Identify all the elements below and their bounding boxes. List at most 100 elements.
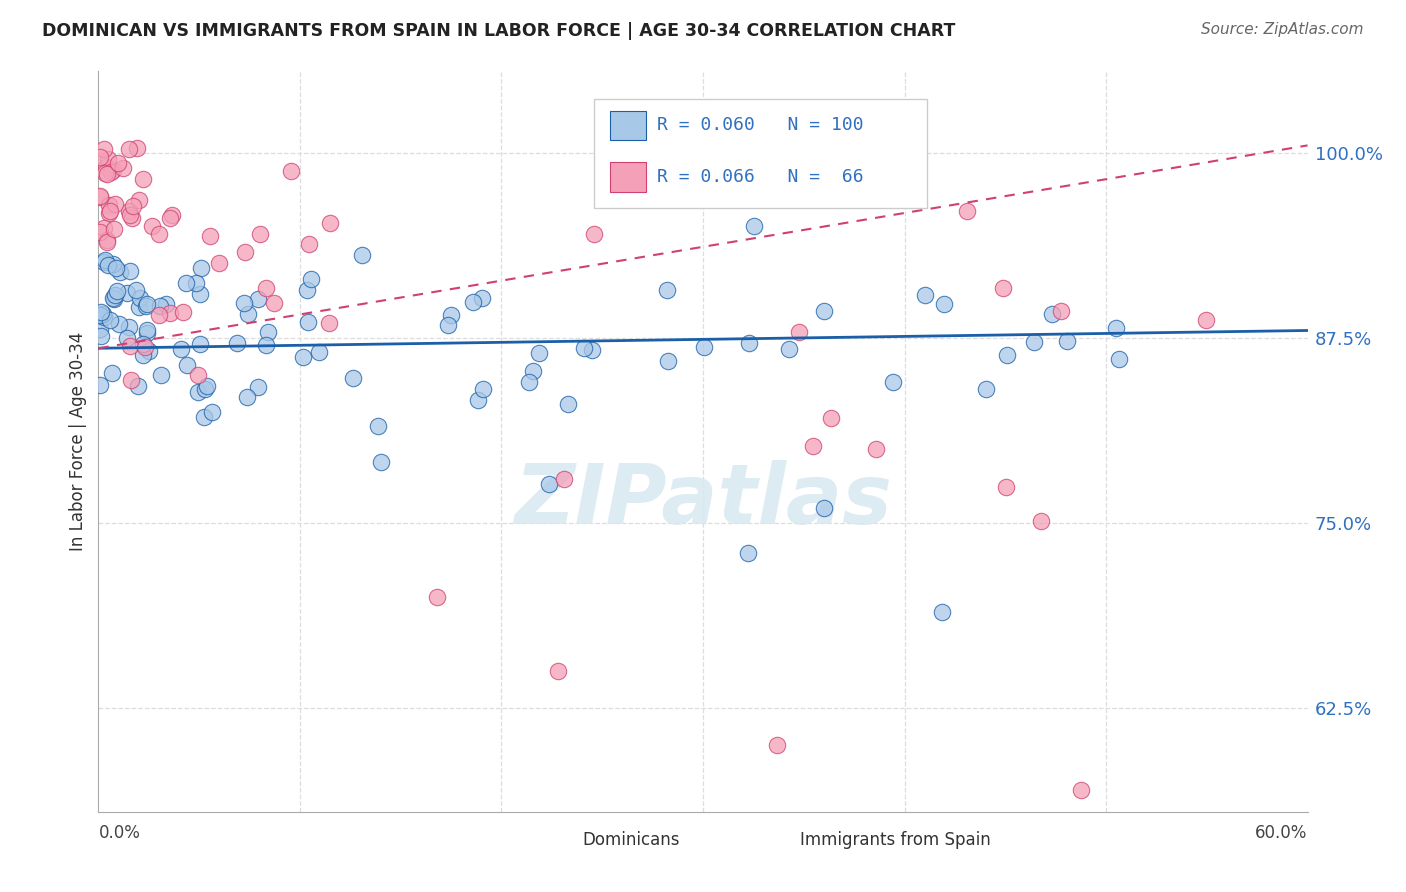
Point	[370, 455, 392, 469]
Point	[159, 305, 181, 319]
Point	[98, 204, 121, 219]
Point	[193, 410, 215, 425]
Point	[101, 257, 124, 271]
Point	[160, 208, 183, 222]
Point	[107, 156, 129, 170]
Point	[194, 383, 217, 397]
Point	[108, 317, 131, 331]
Point	[693, 340, 716, 354]
Point	[138, 344, 160, 359]
Point	[184, 276, 207, 290]
Point	[298, 237, 321, 252]
Point	[932, 297, 955, 311]
Point	[125, 283, 148, 297]
Point	[118, 143, 141, 157]
Point	[657, 353, 679, 368]
Point	[118, 339, 141, 353]
Point	[118, 203, 141, 218]
Point	[865, 442, 887, 456]
Point	[170, 342, 193, 356]
Point	[744, 219, 766, 233]
Point	[89, 322, 111, 336]
Point	[100, 165, 122, 179]
Point	[1105, 321, 1128, 335]
Point	[208, 256, 231, 270]
Point	[132, 172, 155, 186]
Point	[141, 219, 163, 233]
Point	[104, 288, 127, 302]
Point	[101, 163, 124, 178]
Point	[931, 605, 953, 619]
Point	[93, 142, 115, 156]
Point	[318, 316, 340, 330]
Point	[188, 337, 211, 351]
Point	[225, 336, 247, 351]
Point	[522, 364, 544, 378]
Point	[108, 265, 131, 279]
Text: Source: ZipAtlas.com: Source: ZipAtlas.com	[1201, 22, 1364, 37]
Point	[127, 379, 149, 393]
Point	[93, 221, 115, 235]
Point	[319, 216, 342, 230]
Point	[118, 319, 141, 334]
Point	[121, 211, 143, 225]
Point	[995, 480, 1018, 494]
Point	[90, 304, 112, 318]
Point	[738, 336, 761, 351]
Text: DOMINICAN VS IMMIGRANTS FROM SPAIN IN LABOR FORCE | AGE 30-34 CORRELATION CHART: DOMINICAN VS IMMIGRANTS FROM SPAIN IN LA…	[42, 22, 956, 40]
Point	[583, 227, 606, 241]
Point	[553, 471, 575, 485]
Point	[148, 227, 170, 242]
Point	[89, 150, 111, 164]
Point	[173, 305, 195, 319]
Point	[254, 338, 277, 352]
Point	[136, 326, 159, 341]
FancyBboxPatch shape	[534, 829, 572, 853]
Point	[150, 368, 173, 383]
Point	[89, 190, 111, 204]
Point	[195, 379, 218, 393]
Point	[97, 258, 120, 272]
Point	[538, 476, 561, 491]
Point	[89, 189, 111, 203]
FancyBboxPatch shape	[610, 162, 647, 192]
FancyBboxPatch shape	[595, 99, 927, 209]
Point	[93, 310, 115, 325]
Point	[94, 166, 117, 180]
Point	[787, 325, 810, 339]
FancyBboxPatch shape	[751, 829, 790, 853]
Point	[882, 375, 904, 389]
Point	[103, 221, 125, 235]
Text: 0.0%: 0.0%	[98, 823, 141, 841]
Point	[308, 344, 330, 359]
Point	[342, 370, 364, 384]
Point	[766, 738, 789, 752]
Point	[105, 261, 128, 276]
Point	[91, 308, 114, 322]
Point	[1070, 782, 1092, 797]
Point	[149, 299, 172, 313]
Point	[471, 291, 494, 305]
Point	[254, 281, 277, 295]
Point	[547, 664, 569, 678]
Point	[174, 276, 197, 290]
Point	[574, 341, 596, 355]
Point	[1056, 334, 1078, 348]
Point	[280, 164, 302, 178]
Point	[517, 375, 540, 389]
Point	[263, 295, 285, 310]
Point	[437, 318, 460, 333]
Point	[467, 393, 489, 408]
Point	[956, 203, 979, 218]
Point	[105, 284, 128, 298]
Point	[89, 378, 111, 392]
Point	[90, 329, 112, 343]
Point	[1050, 303, 1073, 318]
Point	[98, 206, 121, 220]
Point	[439, 308, 461, 322]
Point	[256, 325, 278, 339]
Point	[159, 211, 181, 225]
Point	[190, 260, 212, 275]
Point	[974, 382, 997, 396]
Point	[461, 295, 484, 310]
